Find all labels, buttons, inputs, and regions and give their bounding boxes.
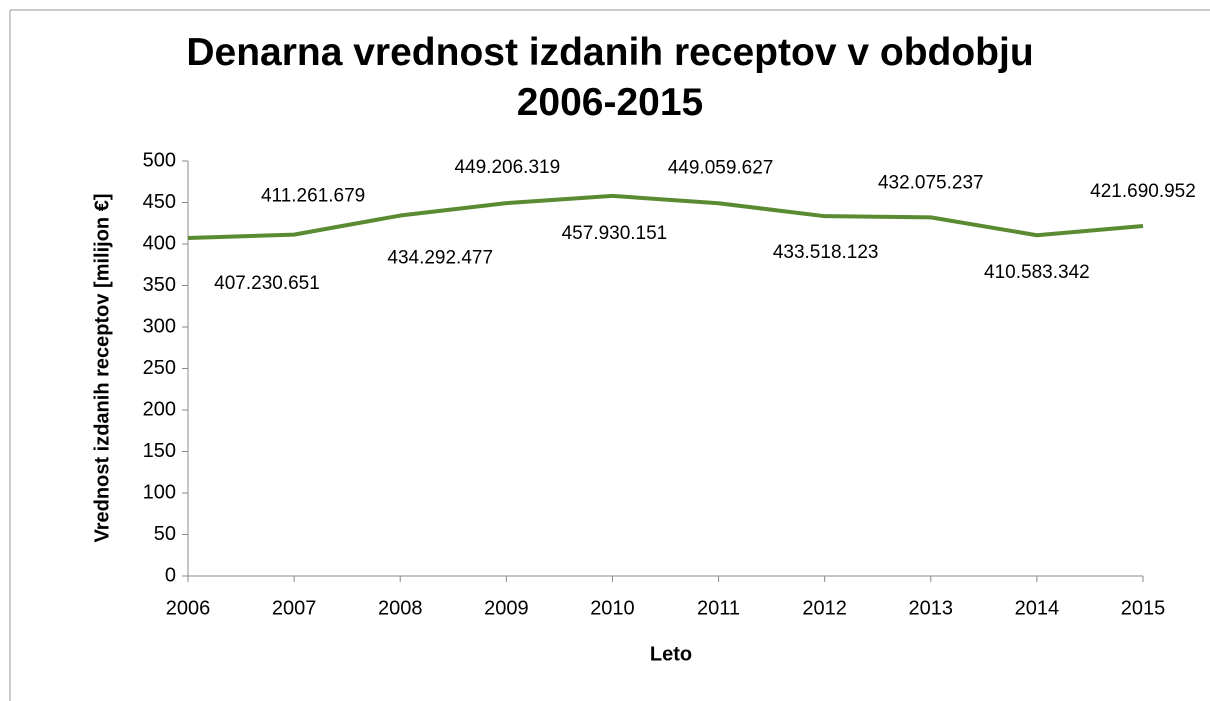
x-tick-label: 2012 (802, 597, 847, 619)
y-axis-title: Vrednost izdanih receptov [milijon €] (91, 194, 113, 543)
y-tick-label: 400 (143, 232, 176, 254)
y-tick-label: 500 (143, 149, 176, 171)
x-tick-label: 2008 (378, 597, 423, 619)
y-tick-label: 300 (143, 315, 176, 337)
x-tick-label: 2011 (697, 597, 740, 619)
data-label: 457.930.151 (562, 223, 668, 244)
data-label: 433.518.123 (773, 242, 879, 263)
data-label: 434.292.477 (387, 248, 493, 269)
data-label: 421.690.952 (1090, 181, 1196, 202)
y-tick-label: 150 (143, 440, 176, 462)
x-tick-label: 2013 (909, 597, 954, 619)
data-label: 449.206.319 (454, 157, 560, 178)
data-label: 407.230.651 (214, 273, 320, 294)
y-tick-label: 100 (143, 481, 176, 503)
x-tick-label: 2009 (484, 597, 529, 619)
data-label: 449.059.627 (668, 157, 774, 178)
chart-title: Denarna vrednost izdanih receptov v obdo… (186, 31, 1034, 124)
x-tick-label: 2007 (272, 597, 317, 619)
x-tick-label: 2010 (590, 597, 635, 619)
y-tick-label: 250 (143, 357, 176, 379)
x-tick-label: 2014 (1015, 597, 1060, 619)
x-tick-label: 2006 (166, 597, 211, 619)
x-tick-label: 2015 (1121, 597, 1166, 619)
y-tick-label: 450 (143, 191, 176, 213)
y-tick-label: 200 (143, 398, 176, 420)
y-tick-label: 0 (165, 564, 176, 586)
data-label: 410.583.342 (984, 262, 1090, 283)
data-label: 411.261.679 (261, 186, 365, 207)
y-tick-label: 350 (143, 274, 176, 296)
x-axis-title: Leto (650, 643, 692, 665)
y-tick-label: 50 (154, 523, 176, 545)
data-label: 432.075.237 (878, 172, 984, 193)
line-series (187, 193, 1144, 240)
